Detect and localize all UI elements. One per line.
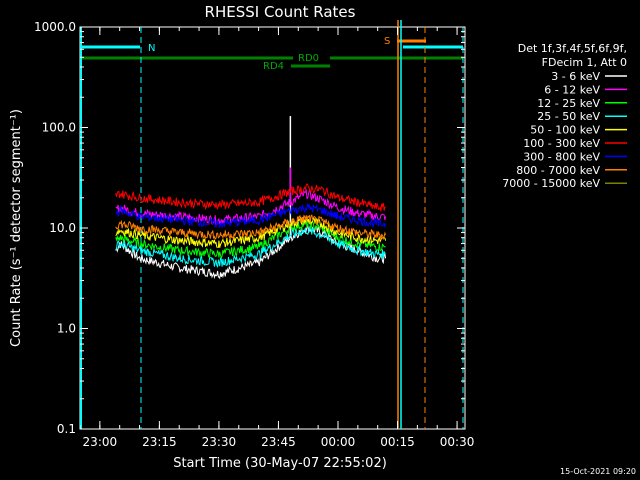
y-tick-label: 1.0 <box>57 322 76 336</box>
legend-label: 100 - 300 keV <box>523 137 600 150</box>
y-tick-label: 100.0 <box>42 121 76 135</box>
series-line <box>115 225 386 268</box>
annotations: N RD0 RD4 S <box>80 20 464 429</box>
legend-label: 12 - 25 keV <box>537 97 600 110</box>
x-tick-label: 23:30 <box>202 435 237 449</box>
legend-label: 50 - 100 keV <box>530 124 600 137</box>
legend-label: 3 - 6 keV <box>551 70 600 83</box>
x-tick-label: 00:00 <box>321 435 356 449</box>
x-tick-label: 00:30 <box>440 435 475 449</box>
legend-label: 6 - 12 keV <box>544 83 600 96</box>
n-label: N <box>148 43 155 54</box>
s-label: S <box>384 36 390 47</box>
x-tick-label: 23:15 <box>142 435 177 449</box>
rd0-label: RD0 <box>298 53 319 64</box>
series-line <box>115 202 387 229</box>
series-layer <box>115 116 387 280</box>
series-line <box>115 214 387 241</box>
y-tick-label: 10.0 <box>49 221 76 235</box>
legend-header-2: FDecim 1, Att 0 <box>542 56 627 69</box>
series-line <box>115 219 386 260</box>
series-line <box>115 183 386 212</box>
x-tick-label: 23:45 <box>261 435 296 449</box>
legend-label: 800 - 7000 keV <box>516 164 600 177</box>
rd4-label: RD4 <box>263 61 284 72</box>
x-axis-label: Start Time (30-May-07 22:55:02) <box>173 456 387 471</box>
x-axis: 23:00 23:15 23:30 23:45 00:00 00:15 00:30 <box>79 27 475 449</box>
footer-date: 15-Oct-2021 09:20 <box>560 467 636 476</box>
y-axis: 1000.0 100.0 10.0 1.0 0.1 <box>34 20 465 436</box>
legend-label: 7000 - 15000 keV <box>502 177 600 190</box>
chart-title: RHESSI Count Rates <box>205 3 356 21</box>
y-axis-label: Count Rate (s⁻¹ detector segment⁻¹) <box>9 109 24 347</box>
legend-label: 300 - 800 keV <box>523 150 600 163</box>
y-tick-label: 0.1 <box>57 422 76 436</box>
x-tick-label: 00:15 <box>380 435 415 449</box>
series-line <box>115 189 387 226</box>
legend: Det 1f,3f,4f,5f,6f,9f, FDecim 1, Att 0 3… <box>502 42 627 190</box>
legend-label: 25 - 50 keV <box>537 110 600 123</box>
y-tick-label: 1000.0 <box>34 20 76 34</box>
x-tick-label: 23:00 <box>83 435 118 449</box>
legend-header-1: Det 1f,3f,4f,5f,6f,9f, <box>518 42 627 55</box>
